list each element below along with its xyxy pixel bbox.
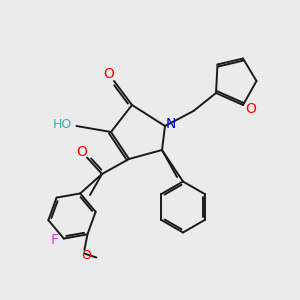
- Text: O: O: [81, 249, 91, 262]
- Text: O: O: [245, 102, 256, 116]
- Text: O: O: [103, 68, 114, 81]
- Text: F: F: [51, 233, 59, 247]
- Text: O: O: [76, 145, 87, 159]
- Text: N: N: [165, 117, 176, 130]
- Text: HO: HO: [53, 118, 72, 131]
